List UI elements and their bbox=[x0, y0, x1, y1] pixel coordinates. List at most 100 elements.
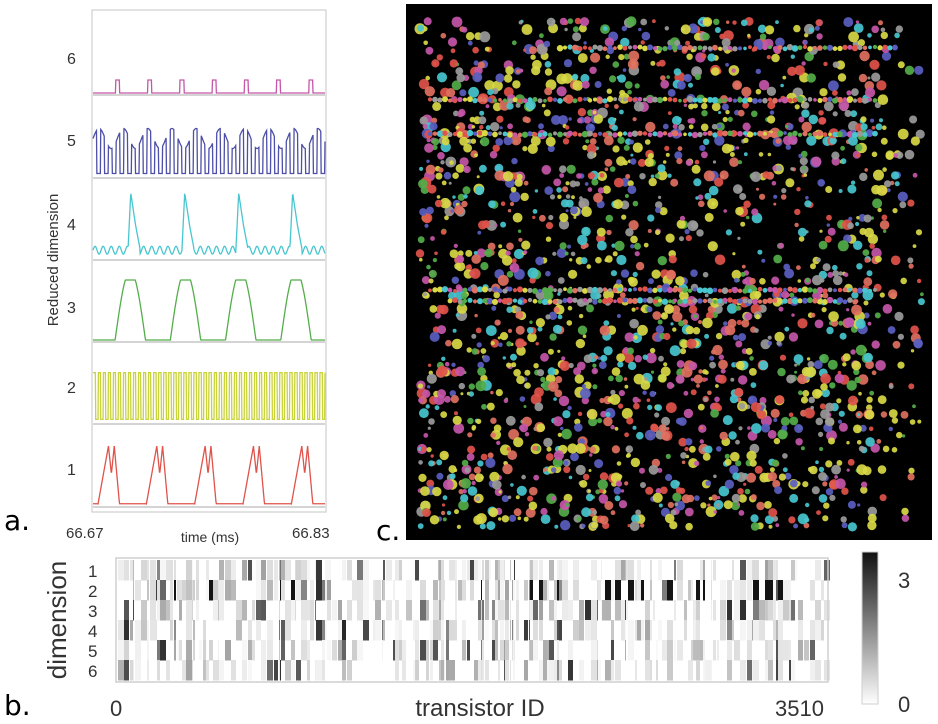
scatter-dot bbox=[467, 287, 473, 292]
scatter-dot bbox=[716, 130, 724, 137]
scatter-dot bbox=[750, 402, 762, 413]
scatter-dot bbox=[704, 212, 714, 222]
scatter-dot bbox=[560, 520, 571, 531]
scatter-dot bbox=[823, 502, 830, 509]
heatmap-row-label: 4 bbox=[88, 622, 97, 641]
scatter-dot bbox=[847, 222, 854, 230]
scatter-dot bbox=[713, 510, 717, 514]
scatter-dot bbox=[587, 489, 591, 493]
heatmap-cell bbox=[485, 580, 489, 601]
scatter-dot bbox=[567, 130, 573, 137]
scatter-dot bbox=[837, 370, 842, 375]
scatter-dot bbox=[692, 327, 701, 335]
scatter-dot bbox=[819, 88, 828, 97]
scatter-dot bbox=[838, 320, 844, 326]
scatter-dot bbox=[750, 171, 762, 183]
scatter-dot bbox=[674, 151, 683, 160]
scatter-dot bbox=[797, 513, 809, 525]
scatter-dot bbox=[852, 98, 858, 103]
heatmap-cell bbox=[192, 560, 193, 581]
scatter-dot bbox=[622, 97, 628, 102]
heatmap-cell bbox=[658, 620, 662, 641]
heatmap-cell bbox=[478, 560, 481, 581]
scatter-dot bbox=[506, 447, 511, 451]
heatmap-cell bbox=[433, 600, 438, 621]
scatter-dot bbox=[732, 98, 738, 103]
heatmap-cell bbox=[157, 660, 160, 681]
scatter-dot bbox=[797, 373, 808, 385]
scatter-dot bbox=[702, 298, 708, 304]
heatmap-cell bbox=[315, 600, 316, 621]
scatter-dot bbox=[852, 287, 858, 294]
scatter-dot bbox=[455, 67, 464, 76]
scatter-dot bbox=[437, 389, 446, 399]
scatter-dot bbox=[678, 320, 685, 327]
scatter-dot bbox=[794, 65, 805, 76]
scatter-dot bbox=[606, 229, 612, 236]
heatmap-cell bbox=[150, 620, 156, 641]
heatmap-cell bbox=[327, 640, 331, 661]
scatter-dot bbox=[574, 17, 582, 25]
scatter-dot bbox=[697, 298, 703, 304]
heatmap-cell bbox=[530, 560, 533, 581]
heatmap-cell bbox=[315, 660, 316, 681]
scatter-dot bbox=[757, 98, 763, 103]
scatter-dot bbox=[461, 200, 468, 208]
scatter-dot bbox=[552, 324, 562, 334]
scatter-dot bbox=[827, 96, 833, 102]
scatter-dot bbox=[862, 132, 868, 138]
scatter-dot bbox=[602, 98, 608, 104]
heatmap-cell bbox=[141, 600, 147, 621]
heatmap-cell bbox=[170, 600, 173, 621]
scatter-dot bbox=[737, 236, 741, 240]
scatter-dot bbox=[553, 178, 562, 187]
scatter-dot bbox=[786, 123, 794, 131]
scatter-dot bbox=[450, 209, 455, 213]
scatter-dot bbox=[517, 299, 523, 305]
scatter-dot bbox=[637, 158, 646, 167]
scatter-dot bbox=[837, 240, 849, 252]
scatter-dot bbox=[624, 384, 629, 389]
scatter-dot bbox=[616, 75, 620, 80]
heatmap-cell bbox=[524, 660, 528, 681]
scatter-dot bbox=[569, 180, 577, 188]
scatter-dot bbox=[503, 398, 509, 404]
scatter-dot bbox=[652, 131, 658, 137]
scatter-dot bbox=[686, 494, 695, 503]
scatter-dot bbox=[427, 363, 432, 367]
heatmap-cell bbox=[186, 600, 192, 621]
scatter-dot bbox=[857, 130, 863, 137]
scatter-dot bbox=[875, 123, 883, 131]
scatter-dot bbox=[543, 98, 547, 103]
heatmap-cell bbox=[322, 620, 325, 641]
scatter-dot bbox=[432, 131, 438, 136]
scatter-dot bbox=[455, 313, 459, 317]
scatter-dot bbox=[846, 441, 850, 445]
scatter-dot bbox=[684, 507, 694, 517]
heatmap-row-label: 1 bbox=[88, 562, 97, 581]
scatter-dot bbox=[822, 96, 828, 103]
scatter-dot bbox=[701, 102, 708, 110]
scatter-dot bbox=[459, 136, 469, 146]
scatter-dot bbox=[577, 234, 588, 246]
scatter-dot bbox=[732, 46, 738, 52]
scatter-dot bbox=[537, 299, 543, 304]
scatter-dot bbox=[444, 361, 450, 367]
scatter-dot bbox=[623, 144, 630, 151]
scatter-dot bbox=[742, 288, 748, 294]
heatmap-cell bbox=[285, 660, 291, 681]
scatter-dot bbox=[707, 241, 718, 252]
scatter-dot bbox=[651, 96, 659, 103]
scatter-dot bbox=[566, 320, 573, 326]
heatmap-cell bbox=[791, 560, 795, 581]
scatter-dot bbox=[807, 361, 815, 368]
scatter-dot bbox=[704, 333, 710, 339]
heatmap-cell bbox=[776, 560, 778, 581]
scatter-dot bbox=[643, 97, 647, 102]
scatter-dot bbox=[467, 417, 474, 425]
scatter-dot bbox=[648, 177, 657, 187]
scatter-dot bbox=[613, 177, 624, 188]
scatter-dot bbox=[850, 349, 856, 355]
scatter-dot bbox=[832, 299, 838, 304]
scatter-dot bbox=[769, 110, 775, 115]
